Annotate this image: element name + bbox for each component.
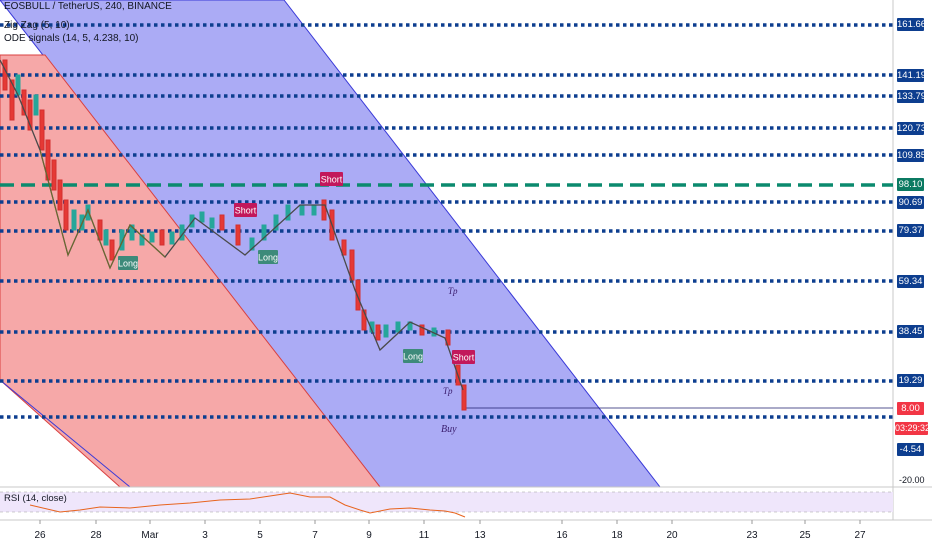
svg-text:Short: Short [235,206,257,216]
indicator-zigzag[interactable]: Zig Zag (5, 10) [4,20,70,31]
price-level-label: 133.79 [897,90,927,103]
ticker-title: EOSBULL / TetherUS, 240, BINANCE [4,1,172,12]
price-level-label: 90.69 [897,196,924,209]
countdown-label: 03:29:32 [895,422,931,435]
short-signal-2: Short [320,172,343,186]
svg-text:Long: Long [118,259,138,269]
price-level-label: 38.45 [897,325,924,338]
price-level-label: 161.66 [897,18,927,31]
current-price-label: 98.10 [897,178,924,191]
date-tick: 26 [34,530,46,541]
axis-tick-minus20: -20.00 [899,475,925,485]
price-level-label: 79.37 [897,224,924,237]
low-level-label: -4.54 [897,443,924,456]
date-tick: 16 [556,530,568,541]
long-signal-3: Long [403,349,423,363]
date-tick: 28 [90,530,102,541]
date-tick: 5 [257,530,263,541]
svg-text:Long: Long [258,253,278,263]
date-tick: 27 [854,530,866,541]
buy-label: Buy [441,424,457,435]
short-signal-3: Short [452,350,475,364]
svg-text:Short: Short [453,353,475,363]
date-tick: 23 [746,530,758,541]
date-tick: 7 [312,530,318,541]
tp-label-1: Tp [448,286,458,296]
rsi-band [0,492,893,512]
rsi-line [29,492,466,518]
date-tick: 9 [366,530,372,541]
price-level-label: 120.73 [897,122,927,135]
long-signal-1: Long [118,256,138,270]
price-level-label: 141.19 [897,69,927,82]
rsi-label[interactable]: RSI (14, close) [4,493,67,504]
price-level-label: 59.34 [897,275,924,288]
level-lines [0,23,893,419]
date-tick: 11 [418,530,430,541]
short-signal-1: Short [234,203,257,217]
last-price-label: 8.00 [897,402,924,415]
price-level-label: 109.85 [897,149,927,162]
date-tick: 25 [799,530,811,541]
date-tick: 3 [202,530,208,541]
date-tick: 13 [474,530,486,541]
date-tick: 18 [611,530,623,541]
indicator-ode-signals[interactable]: ODE signals (14, 5, 4.238, 10) [4,33,139,44]
long-signal-2: Long [258,250,278,264]
tp-label-2: Tp [443,386,453,396]
date-tick: Mar [141,530,159,541]
svg-text:Short: Short [321,175,343,185]
svg-text:Long: Long [403,352,423,362]
price-level-label: 19.29 [897,374,924,387]
date-tick: 20 [666,530,678,541]
